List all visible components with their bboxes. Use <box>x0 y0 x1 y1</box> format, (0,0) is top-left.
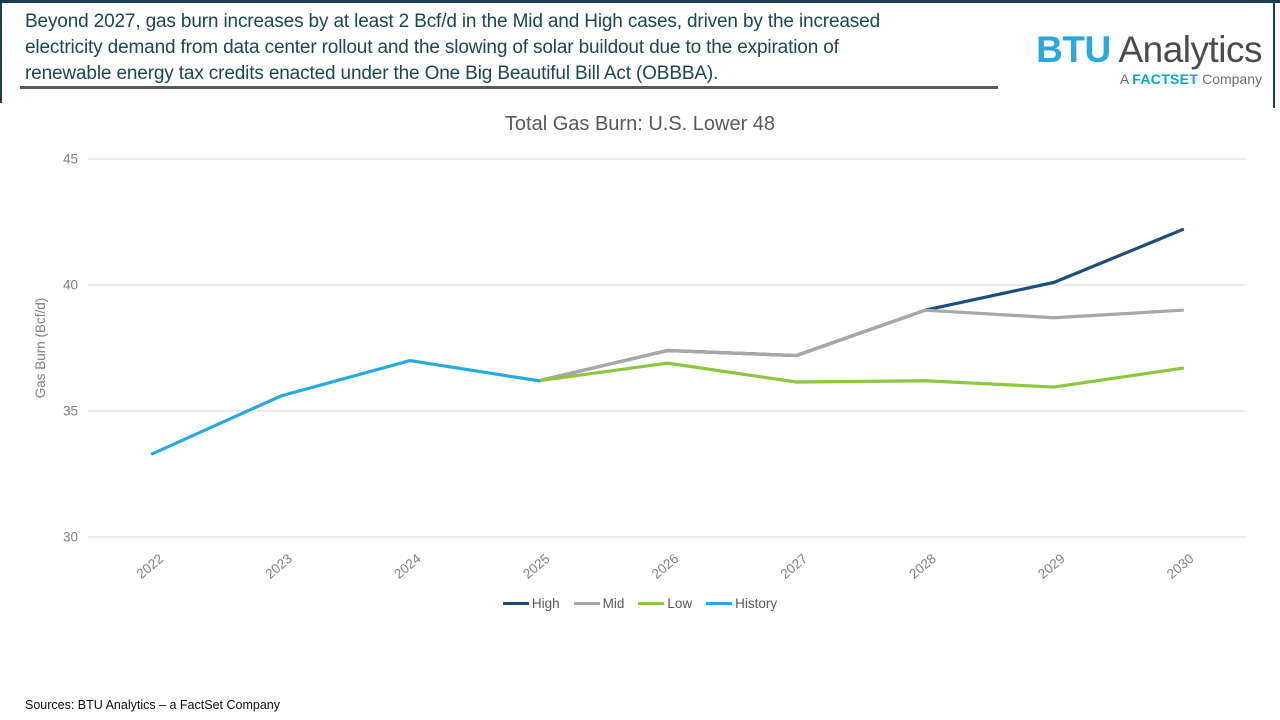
logo-tagline-suffix: Company <box>1202 71 1262 87</box>
top-border <box>0 0 1280 3</box>
logo-tagline-prefix: A <box>1119 71 1129 87</box>
legend-label-mid: Mid <box>602 596 625 611</box>
y-tick-label-45: 45 <box>63 152 78 167</box>
legend-item-mid: Mid <box>573 596 625 611</box>
y-tick-label-35: 35 <box>63 404 78 419</box>
legend-swatch-high <box>502 602 529 605</box>
logo-analytics-text: Analytics <box>1118 29 1262 70</box>
header-summary: Beyond 2027, gas burn increases by at le… <box>25 9 1015 87</box>
chart-title: Total Gas Burn: U.S. Lower 48 <box>504 113 776 135</box>
header-summary-line-2: electricity demand from data center roll… <box>25 37 839 58</box>
logo-btu-text: BTU <box>1036 29 1111 70</box>
y-tick-label-40: 40 <box>63 278 78 293</box>
legend-swatch-history <box>706 602 733 605</box>
y-axis-title: Gas Burn (Bcf/d) <box>33 298 48 399</box>
btu-analytics-logo: BTU Analytics A FACTSET Company <box>1036 30 1262 88</box>
legend-swatch-low <box>638 602 665 605</box>
header-summary-line-1: Beyond 2027, gas burn increases by at le… <box>25 11 880 32</box>
series-line-low <box>537 361 1185 389</box>
x-tick-label-2023: 2023 <box>262 551 295 582</box>
legend-swatch-mid <box>573 602 600 605</box>
legend-label-history: History <box>735 596 778 611</box>
series-line-mid <box>537 308 1185 383</box>
source-note: Sources: BTU Analytics – a FactSet Compa… <box>25 698 280 712</box>
legend-item-history: History <box>706 596 777 611</box>
x-tick-label-2025: 2025 <box>520 551 553 582</box>
x-tick-label-2024: 2024 <box>391 551 424 582</box>
x-tick-label-2022: 2022 <box>134 551 167 582</box>
header-summary-line-3: renewable energy tax credits enacted und… <box>25 63 719 84</box>
x-tick-label-2026: 2026 <box>649 551 682 582</box>
x-tick-label-2030: 2030 <box>1164 551 1197 582</box>
legend-label-high: High <box>531 596 560 611</box>
legend-item-high: High <box>502 596 560 611</box>
x-tick-label-2028: 2028 <box>906 551 939 582</box>
x-tick-label-2029: 2029 <box>1035 551 1068 582</box>
legend-label-low: Low <box>667 596 693 611</box>
chart-area: Gas Burn (Bcf/d) 30 35 40 45 2022 2023 2024 202… <box>0 100 1280 590</box>
legend-item-low: Low <box>638 596 692 611</box>
chart-legend: High Mid Low History <box>0 596 1280 611</box>
header-divider <box>20 86 998 89</box>
x-tick-label-2027: 2027 <box>778 551 811 582</box>
left-border-tick <box>0 0 2 103</box>
logo-wordmark: BTU Analytics <box>1036 30 1262 70</box>
gas-burn-line-chart: Gas Burn (Bcf/d) 30 35 40 45 2022 2023 2024 202… <box>33 152 1247 582</box>
logo-tagline: A FACTSET Company <box>1036 71 1262 87</box>
right-border-tick <box>1273 0 1275 108</box>
series-line-history <box>150 359 541 456</box>
logo-factset-text: FACTSET <box>1132 71 1199 87</box>
y-tick-label-30: 30 <box>63 530 78 545</box>
